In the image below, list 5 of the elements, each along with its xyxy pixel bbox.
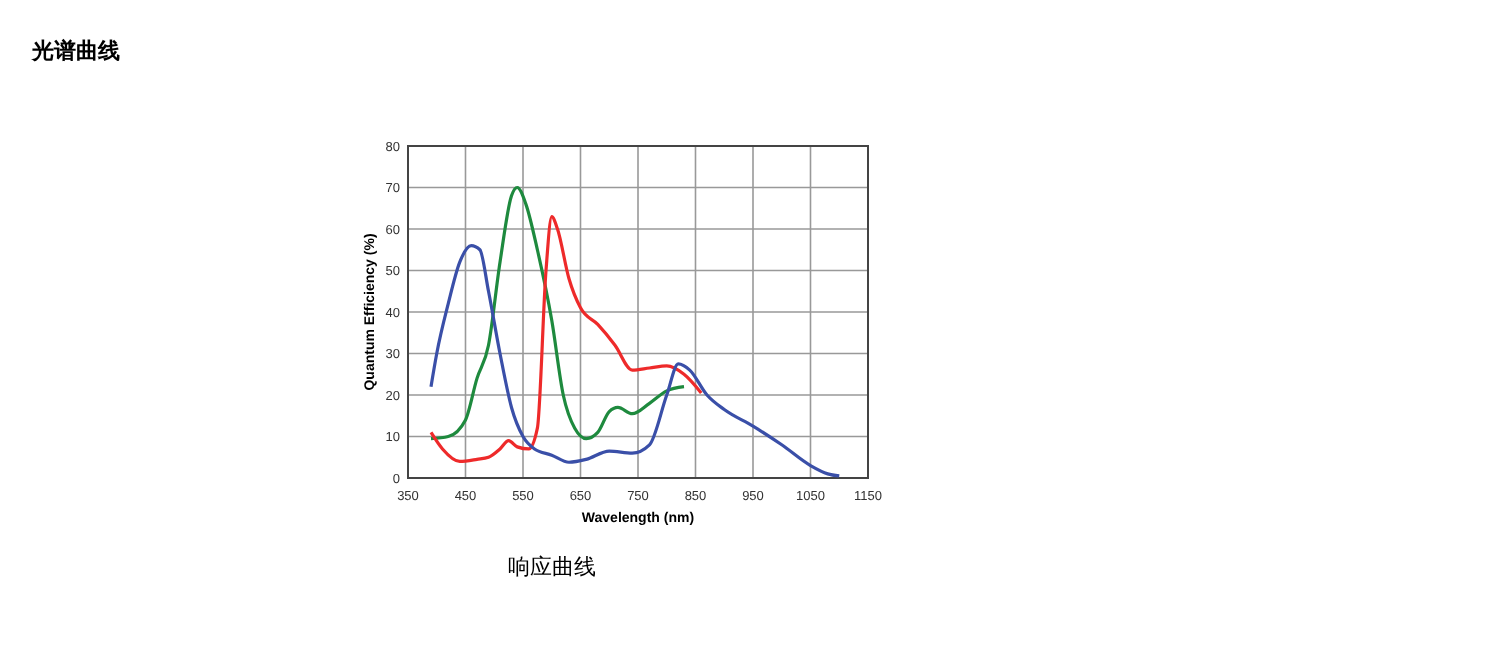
line-series xyxy=(429,244,841,478)
line-series xyxy=(429,185,686,441)
line-series xyxy=(429,214,703,463)
text: 响应曲线 xyxy=(508,554,596,580)
text: 光谱曲线 xyxy=(30,38,120,64)
